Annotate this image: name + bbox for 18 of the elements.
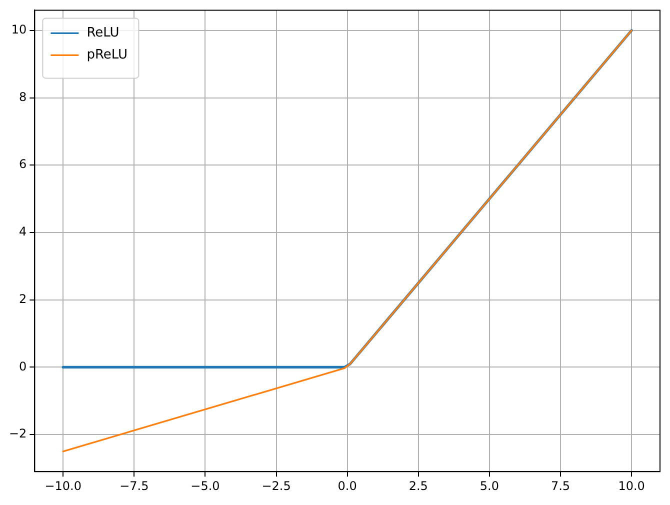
y-tick-label: 2 bbox=[19, 292, 27, 306]
x-tick-label: −7.5 bbox=[120, 478, 149, 493]
y-tick-label: 6 bbox=[19, 157, 27, 172]
y-tick-label: 4 bbox=[19, 224, 27, 239]
y-tick-label: 8 bbox=[19, 90, 27, 104]
legend-label: pReLU bbox=[86, 48, 128, 63]
x-tick-label: 7.5 bbox=[550, 478, 570, 493]
y-tick-label: 0 bbox=[19, 359, 27, 374]
x-tick-label: 0.0 bbox=[338, 478, 357, 493]
x-tick-label: 2.5 bbox=[408, 478, 428, 493]
x-tick-label: −5.0 bbox=[190, 478, 220, 493]
x-tick-label: −10.0 bbox=[44, 478, 82, 493]
legend-label: ReLU bbox=[86, 26, 120, 41]
x-tick-label: −2.5 bbox=[262, 478, 291, 493]
x-tick-label: 5.0 bbox=[480, 478, 500, 493]
y-tick-label: 10 bbox=[11, 22, 27, 37]
y-tick-label: −2 bbox=[8, 426, 27, 441]
x-tick-label: 10.0 bbox=[618, 478, 645, 493]
